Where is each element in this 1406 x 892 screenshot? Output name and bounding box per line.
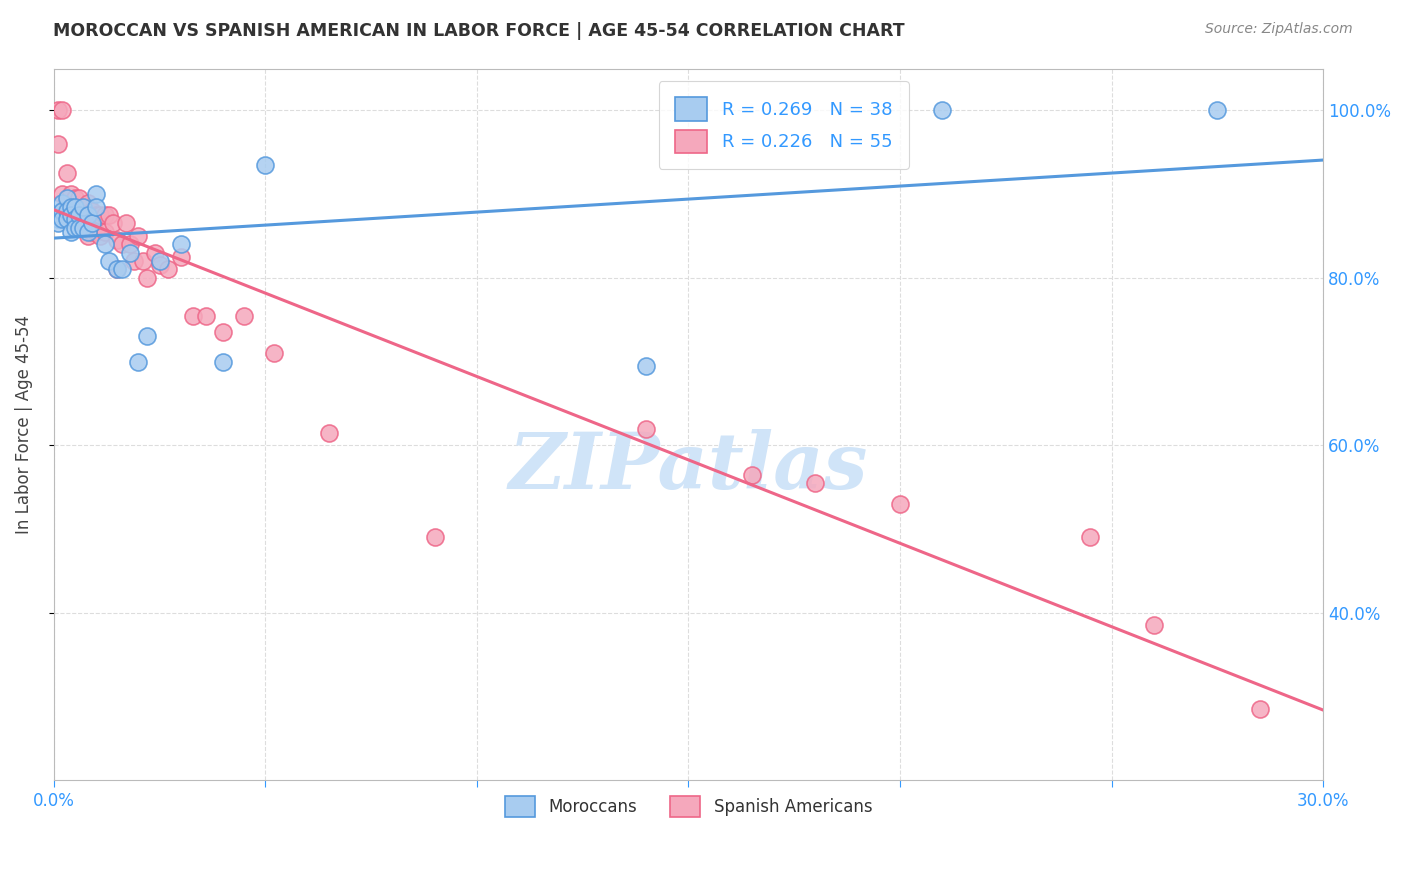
Point: [263, 346, 285, 360]
Point: [195, 309, 218, 323]
Point: [157, 262, 180, 277]
Legend: Moroccans, Spanish Americans: Moroccans, Spanish Americans: [496, 788, 880, 825]
Point: [423, 531, 446, 545]
Point: [63, 220, 86, 235]
Point: [55, 212, 77, 227]
Point: [110, 262, 132, 277]
Point: [318, 425, 340, 440]
Point: [97, 208, 120, 222]
Point: [1143, 618, 1166, 632]
Point: [46, 103, 69, 118]
Point: [212, 326, 235, 340]
Text: Source: ZipAtlas.com: Source: ZipAtlas.com: [1205, 22, 1353, 37]
Point: [76, 225, 98, 239]
Point: [101, 216, 124, 230]
Point: [51, 195, 73, 210]
Point: [76, 208, 98, 222]
Point: [889, 497, 911, 511]
Point: [183, 309, 205, 323]
Point: [212, 354, 235, 368]
Point: [127, 229, 149, 244]
Point: [51, 103, 73, 118]
Point: [46, 216, 69, 230]
Point: [59, 208, 82, 222]
Point: [59, 212, 82, 227]
Point: [59, 225, 82, 239]
Point: [80, 216, 103, 230]
Point: [89, 208, 111, 222]
Point: [51, 187, 73, 202]
Point: [149, 258, 172, 272]
Point: [84, 200, 107, 214]
Point: [55, 203, 77, 218]
Point: [110, 237, 132, 252]
Point: [636, 421, 658, 435]
Point: [80, 203, 103, 218]
Point: [51, 212, 73, 227]
Point: [55, 166, 77, 180]
Point: [1206, 103, 1229, 118]
Point: [72, 200, 94, 214]
Point: [1249, 702, 1271, 716]
Point: [67, 220, 90, 235]
Point: [72, 212, 94, 227]
Point: [76, 195, 98, 210]
Point: [114, 216, 136, 230]
Point: [72, 200, 94, 214]
Point: [55, 212, 77, 227]
Point: [636, 359, 658, 373]
Point: [1080, 531, 1102, 545]
Point: [93, 225, 115, 239]
Point: [63, 200, 86, 214]
Point: [76, 208, 98, 222]
Point: [67, 208, 90, 222]
Point: [55, 195, 77, 210]
Point: [804, 476, 827, 491]
Text: ZIPatlas: ZIPatlas: [509, 429, 868, 506]
Point: [84, 187, 107, 202]
Point: [135, 329, 157, 343]
Point: [55, 191, 77, 205]
Point: [93, 208, 115, 222]
Point: [89, 229, 111, 244]
Point: [105, 262, 128, 277]
Point: [233, 309, 256, 323]
Point: [131, 254, 153, 268]
Point: [97, 254, 120, 268]
Text: MOROCCAN VS SPANISH AMERICAN IN LABOR FORCE | AGE 45-54 CORRELATION CHART: MOROCCAN VS SPANISH AMERICAN IN LABOR FO…: [53, 22, 905, 40]
Point: [254, 158, 277, 172]
Point: [931, 103, 953, 118]
Point: [72, 220, 94, 235]
Point: [741, 467, 763, 482]
Point: [67, 191, 90, 205]
Point: [105, 262, 128, 277]
Point: [63, 212, 86, 227]
Y-axis label: In Labor Force | Age 45-54: In Labor Force | Age 45-54: [15, 315, 32, 534]
Point: [63, 191, 86, 205]
Point: [46, 208, 69, 222]
Point: [67, 212, 90, 227]
Point: [76, 229, 98, 244]
Point: [51, 203, 73, 218]
Point: [80, 225, 103, 239]
Point: [46, 212, 69, 227]
Point: [105, 233, 128, 247]
Point: [84, 208, 107, 222]
Point: [149, 254, 172, 268]
Point: [135, 271, 157, 285]
Point: [127, 354, 149, 368]
Point: [145, 245, 167, 260]
Point: [63, 208, 86, 222]
Point: [122, 254, 145, 268]
Point: [46, 136, 69, 151]
Point: [93, 237, 115, 252]
Point: [170, 250, 193, 264]
Point: [59, 200, 82, 214]
Point: [170, 237, 193, 252]
Point: [118, 245, 141, 260]
Point: [59, 187, 82, 202]
Point: [84, 225, 107, 239]
Point: [118, 237, 141, 252]
